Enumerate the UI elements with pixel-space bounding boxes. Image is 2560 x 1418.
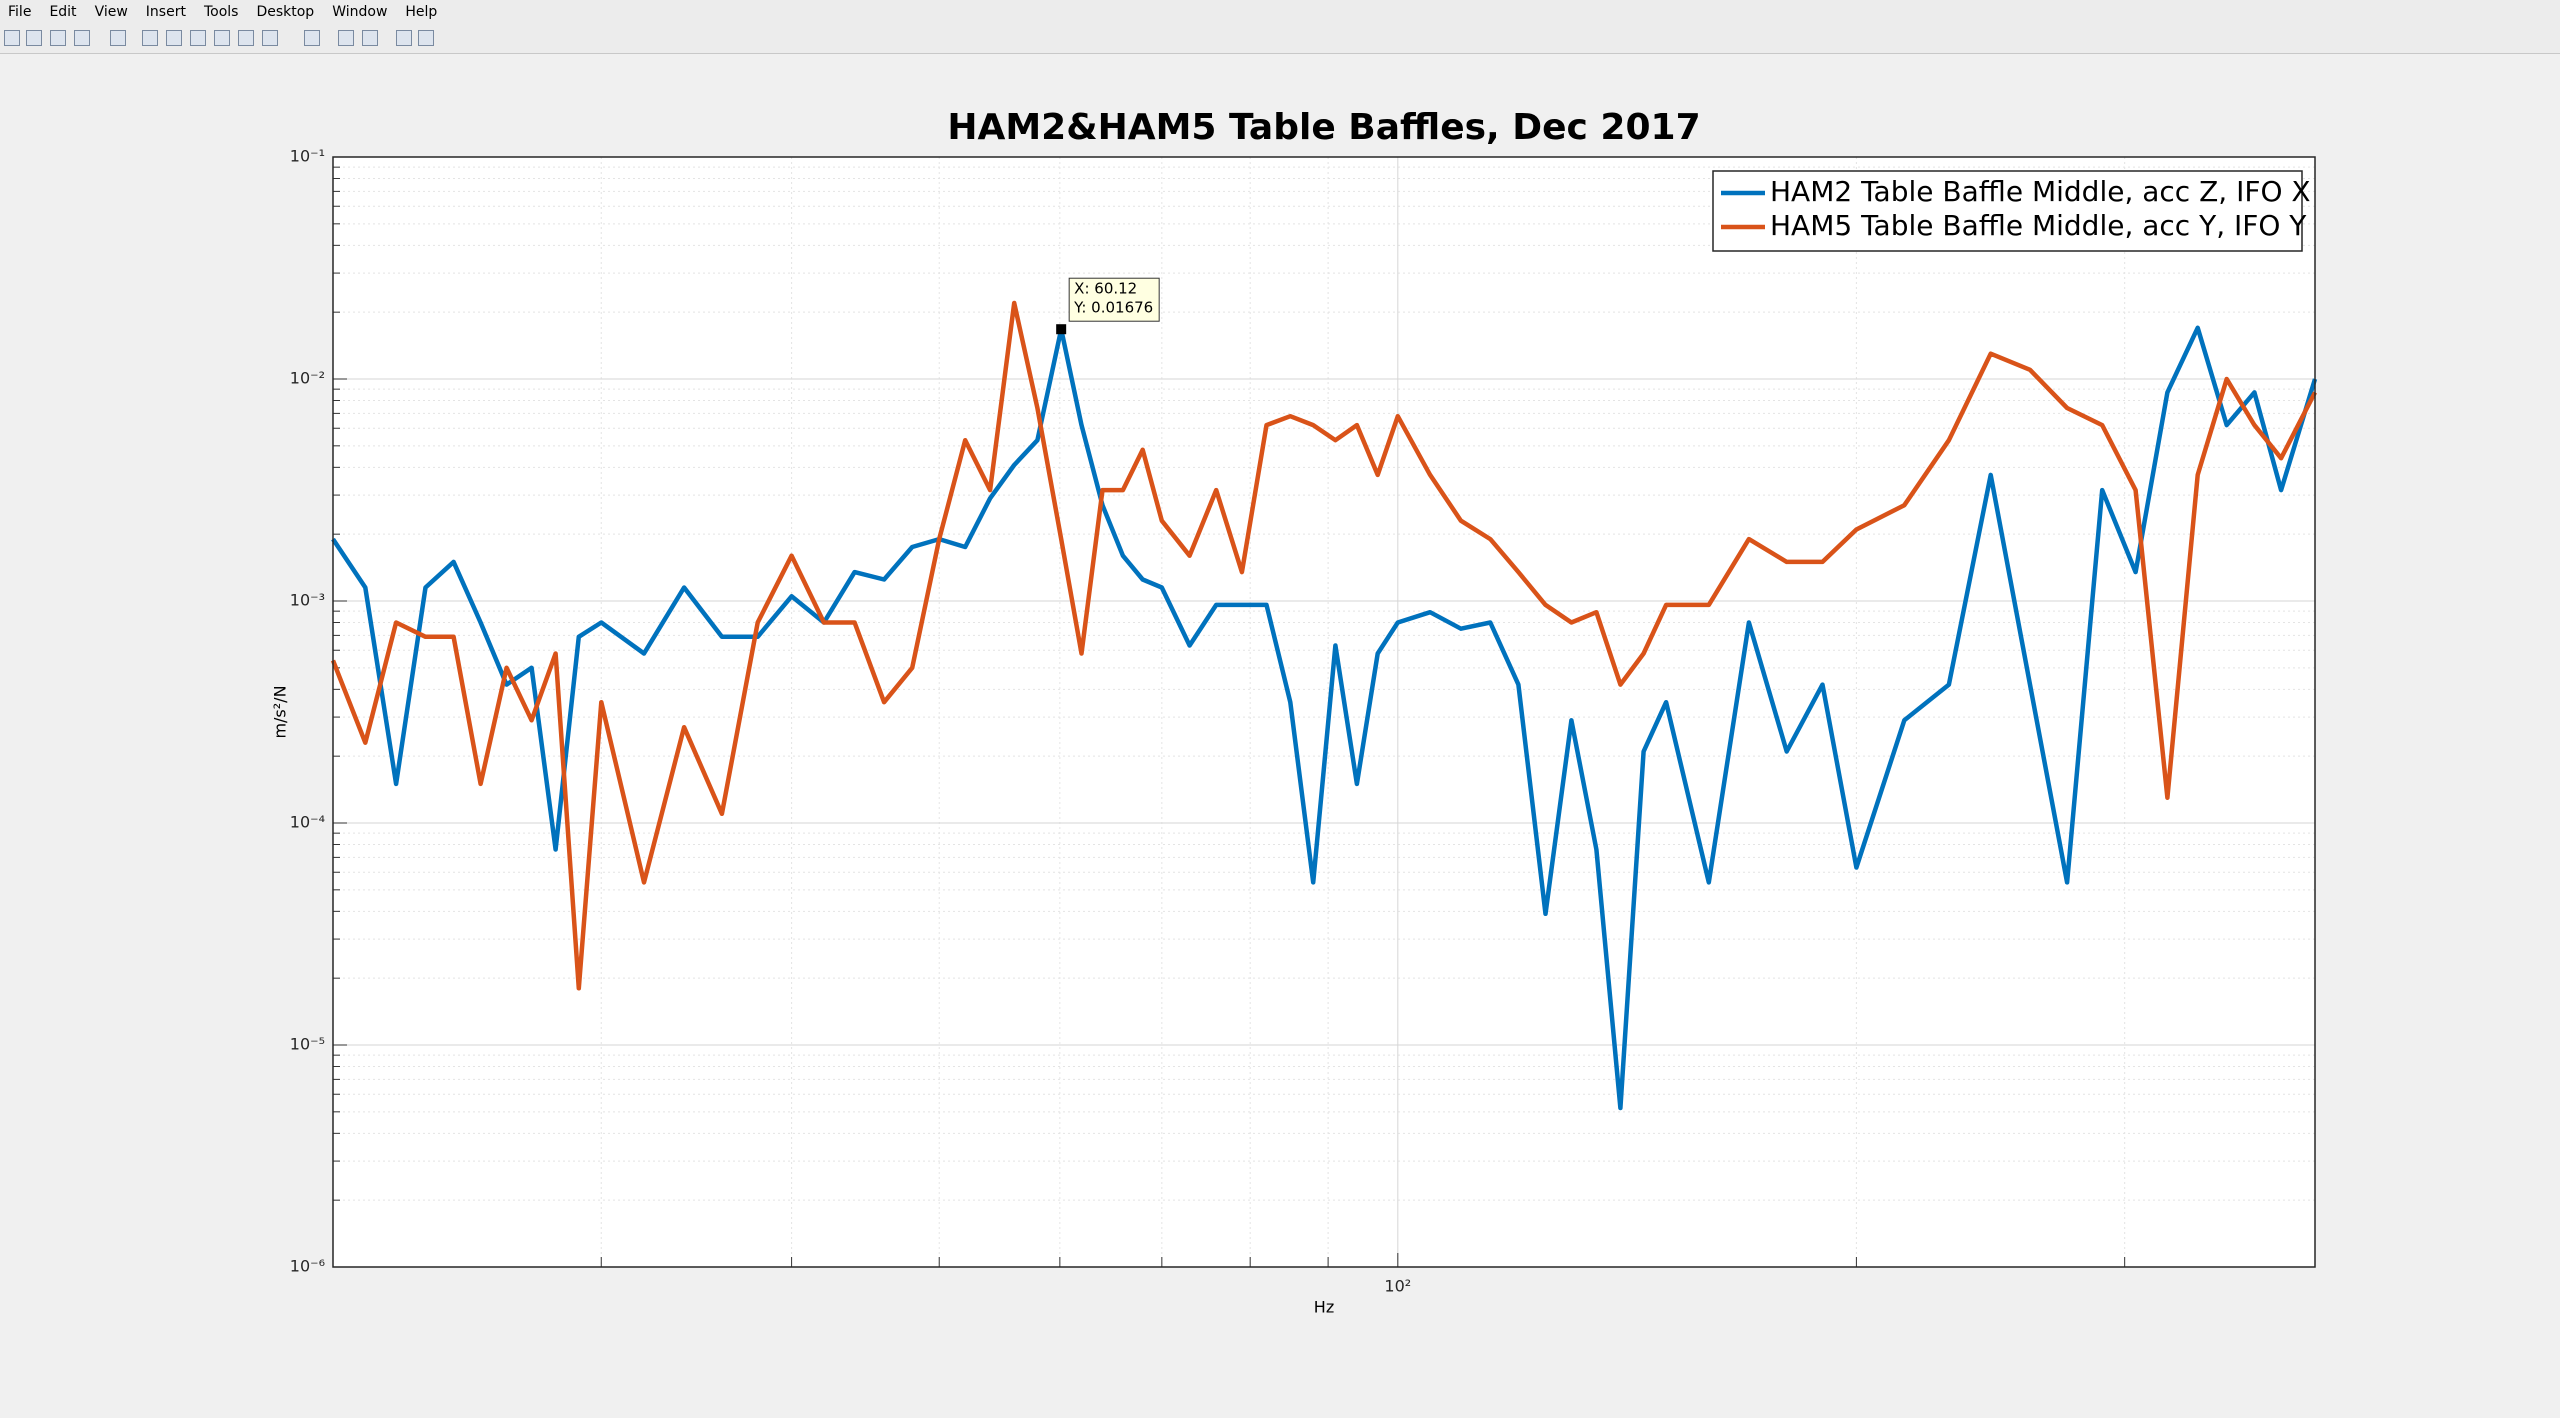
- chart-title: HAM2&HAM5 Table Baffles, Dec 2017: [947, 107, 1700, 148]
- y-tick-label: 10⁻²: [290, 369, 325, 388]
- tool-icon[interactable]: [74, 30, 90, 46]
- menu-item[interactable]: File: [8, 3, 32, 20]
- tool-icon[interactable]: [190, 30, 206, 46]
- datatip-text: X: 60.12: [1074, 280, 1137, 298]
- menu-item[interactable]: Insert: [145, 3, 186, 20]
- y-tick-label: 10⁻¹: [290, 147, 325, 166]
- axes-box: [332, 156, 2316, 1268]
- tool-icon[interactable]: [238, 30, 254, 46]
- menu-item[interactable]: Help: [405, 3, 438, 20]
- axes-background: [333, 157, 2315, 1267]
- legend-label: HAM2 Table Baffle Middle, acc Z, IFO X: [1770, 175, 2311, 208]
- legend-label: HAM5 Table Baffle Middle, acc Y, IFO Y: [1770, 209, 2307, 242]
- datatip-text: Y: 0.01676: [1073, 299, 1153, 317]
- tool-icon[interactable]: [142, 30, 158, 46]
- tool-icon[interactable]: [50, 30, 66, 46]
- tool-icon[interactable]: [4, 30, 20, 46]
- y-tick-label: 10⁻⁵: [290, 1035, 325, 1054]
- tool-icon[interactable]: [110, 30, 126, 46]
- y-tick-label: 10⁻³: [290, 591, 325, 610]
- y-axis-label: m/s²/N: [271, 685, 290, 738]
- tool-icon[interactable]: [362, 30, 378, 46]
- menu-item[interactable]: Edit: [49, 3, 77, 20]
- tool-icon[interactable]: [26, 30, 42, 46]
- menu-item[interactable]: Window: [332, 3, 388, 20]
- x-axis-label: Hz: [1314, 1298, 1334, 1317]
- toolbar: [0, 23, 2560, 54]
- datatip-box: [1068, 277, 1160, 322]
- series-line: [331, 325, 2318, 1111]
- menu-item[interactable]: Desktop: [256, 3, 315, 20]
- legend-box: [1712, 170, 2303, 252]
- menu-bar: File Edit View Insert Tools Desktop Window Help: [0, 0, 2560, 23]
- tool-icon[interactable]: [304, 30, 320, 46]
- tool-icon[interactable]: [214, 30, 230, 46]
- tool-icon[interactable]: [418, 30, 434, 46]
- tool-icon[interactable]: [262, 30, 278, 46]
- tool-icon[interactable]: [396, 30, 412, 46]
- y-tick-label: 10⁻⁴: [290, 813, 325, 832]
- tool-icon[interactable]: [166, 30, 182, 46]
- x-tick-label: 10²: [1384, 1277, 1411, 1296]
- tool-icon[interactable]: [338, 30, 354, 46]
- menu-item[interactable]: Tools: [203, 3, 239, 20]
- datatip-marker: [1056, 324, 1067, 335]
- series-line: [330, 300, 2318, 991]
- menu-item[interactable]: View: [94, 3, 128, 20]
- y-tick-label: 10⁻⁶: [290, 1257, 325, 1276]
